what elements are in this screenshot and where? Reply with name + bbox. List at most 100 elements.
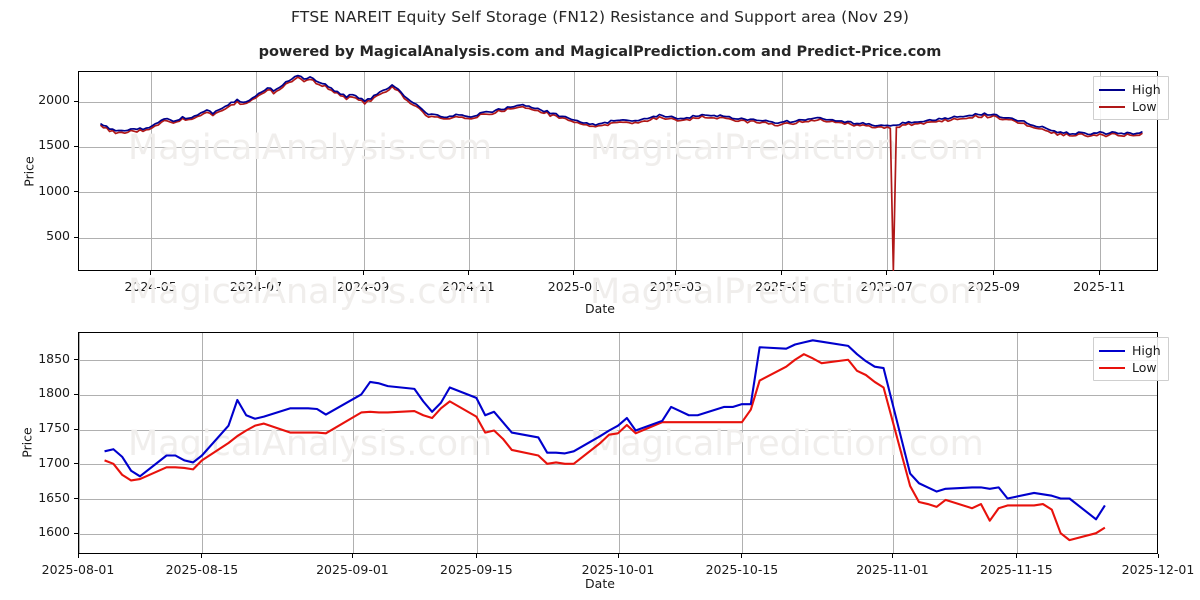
watermark-text: MagicalAnalysis.com xyxy=(128,424,493,464)
bottom-chart-legend-item-high: High xyxy=(1099,342,1161,359)
bottom-chart-gridline-x xyxy=(202,333,204,553)
legend-swatch-low xyxy=(1099,366,1125,369)
legend-swatch-high xyxy=(1099,88,1125,91)
bottom-chart-x-axis-label: Date xyxy=(585,576,615,591)
bottom-chart-x-tick xyxy=(1157,554,1159,558)
top-chart-panel: Price Date High Low 500 1000 1500 2000 2024-0… xyxy=(22,71,1169,316)
top-chart-legend-item-high: High xyxy=(1099,81,1161,98)
top-chart-x-tick xyxy=(468,271,470,275)
top-chart-y-tick-label: 1500 xyxy=(38,137,70,153)
bottom-chart-x-tick-label: 2025-08-01 xyxy=(41,562,115,577)
page-title: FTSE NAREIT Equity Self Storage (FN12) R… xyxy=(291,8,909,26)
watermark-text: MagicalPrediction.com xyxy=(590,424,984,464)
top-chart-gridline-x xyxy=(887,72,889,270)
bottom-chart-x-tick xyxy=(351,554,353,558)
watermark-text: MagicalAnalysis.com xyxy=(128,272,493,312)
bottom-chart-gridline-y xyxy=(79,429,1157,431)
top-chart-line-low xyxy=(99,76,1143,271)
top-chart-y-tick xyxy=(74,145,78,147)
top-chart-x-tick xyxy=(780,271,782,275)
bottom-chart-x-tick xyxy=(77,554,79,558)
top-chart-x-axis-label: Date xyxy=(585,301,615,316)
top-chart-x-tick xyxy=(255,271,257,275)
bottom-chart-x-tick-label: 2025-08-15 xyxy=(165,562,239,577)
bottom-chart-plot-area xyxy=(78,332,1158,554)
bottom-chart-y-tick xyxy=(74,428,78,430)
legend-label-high: High xyxy=(1132,343,1161,358)
top-chart-x-tick-label: 2025-09 xyxy=(967,279,1020,294)
watermark-text: MagicalPrediction.com xyxy=(590,272,984,312)
top-chart-y-tick xyxy=(74,236,78,238)
top-chart-x-tick xyxy=(993,271,995,275)
top-chart-legend-item-low: Low xyxy=(1099,98,1161,115)
bottom-chart-x-tick xyxy=(891,554,893,558)
top-chart-gridline-x xyxy=(994,72,996,270)
bottom-chart-legend: High Low xyxy=(1093,337,1169,381)
top-chart-x-tick xyxy=(1098,271,1100,275)
top-chart-x-tick xyxy=(675,271,677,275)
top-chart-gridline-x xyxy=(574,72,576,270)
top-chart-y-tick xyxy=(74,100,78,102)
bottom-chart-y-tick xyxy=(74,393,78,395)
top-chart-x-tick xyxy=(362,271,364,275)
bottom-chart-x-tick-label: 2025-10-15 xyxy=(705,562,779,577)
bottom-chart-y-tick-label: 1700 xyxy=(38,454,70,470)
top-chart-y-tick-label: 500 xyxy=(46,228,70,244)
top-chart-plot-area xyxy=(78,71,1158,271)
top-chart-gridline-x xyxy=(469,72,471,270)
bottom-chart-y-tick-label: 1750 xyxy=(38,420,70,436)
top-chart-gridline-y xyxy=(79,101,1157,103)
top-chart-x-tick-label: 2024-11 xyxy=(442,279,495,294)
top-chart-x-tick xyxy=(150,271,152,275)
top-chart-gridline-x xyxy=(676,72,678,270)
bottom-chart-series-layer xyxy=(104,339,1106,542)
bottom-chart-gridline-x xyxy=(476,333,478,553)
bottom-chart-x-tick-label: 2025-11-15 xyxy=(980,562,1053,577)
bottom-chart-gridline-x xyxy=(742,333,744,553)
top-chart-x-tick-label: 2024-05 xyxy=(124,279,177,294)
bottom-chart-line-high xyxy=(104,339,1106,521)
bottom-chart-x-tick-label: 2025-12-01 xyxy=(1121,562,1195,577)
bottom-chart-y-tick xyxy=(74,532,78,534)
top-chart-gridline-y xyxy=(79,146,1157,148)
bottom-chart-y-tick-label: 1800 xyxy=(38,385,70,401)
bottom-chart-gridline-y xyxy=(79,464,1157,466)
bottom-chart-x-tick-label: 2025-09-01 xyxy=(316,562,389,577)
watermark-text: MagicalPrediction.com xyxy=(590,128,984,168)
top-chart-y-tick-label: 2000 xyxy=(38,92,70,107)
bottom-chart-x-tick-label: 2025-11-01 xyxy=(856,562,929,577)
legend-label-low: Low xyxy=(1132,99,1157,114)
top-chart-gridline-x xyxy=(781,72,783,270)
top-chart-x-tick-label: 2025-07 xyxy=(860,279,913,294)
bottom-chart-gridline-x xyxy=(618,333,620,553)
legend-label-low: Low xyxy=(1132,360,1157,375)
bottom-chart-panel: Price Date High Low 1600 1650 1700 1750 1800 1… xyxy=(0,320,1200,600)
bottom-chart-x-tick xyxy=(617,554,619,558)
top-chart-gridline-x xyxy=(151,72,153,270)
bottom-chart-y-tick xyxy=(74,498,78,499)
bottom-chart-y-tick-label: 1650 xyxy=(38,489,70,505)
top-chart-gridline-x xyxy=(256,72,258,270)
bottom-chart-gridline-x xyxy=(79,333,80,553)
bottom-chart-gridline-y xyxy=(79,533,1157,535)
top-chart-gridline-y xyxy=(79,237,1157,239)
watermark-text: MagicalAnalysis.com xyxy=(128,128,493,168)
top-chart-gridline-y xyxy=(79,192,1157,194)
bottom-chart-x-tick-label: 2025-10-01 xyxy=(581,562,655,577)
bottom-chart-x-tick xyxy=(741,554,743,558)
bottom-chart-gridline-y xyxy=(79,360,1157,362)
bottom-chart-y-tick-label: 1600 xyxy=(38,524,70,540)
top-chart-y-tick-label: 1000 xyxy=(38,182,70,198)
top-chart-x-tick-label: 2025-11 xyxy=(1073,279,1126,294)
bottom-chart-gridline-y xyxy=(79,499,1157,500)
bottom-chart-x-tick xyxy=(475,554,477,558)
top-chart-x-tick-label: 2025-01 xyxy=(547,279,601,294)
top-chart-line-high xyxy=(100,74,1143,136)
bottom-chart-gridline-x xyxy=(892,333,894,553)
legend-swatch-high xyxy=(1099,349,1125,352)
bottom-chart-y-tick xyxy=(74,463,78,465)
legend-label-high: High xyxy=(1132,82,1161,97)
bottom-chart-gridline-x xyxy=(352,333,354,553)
top-chart-x-tick xyxy=(573,271,575,275)
